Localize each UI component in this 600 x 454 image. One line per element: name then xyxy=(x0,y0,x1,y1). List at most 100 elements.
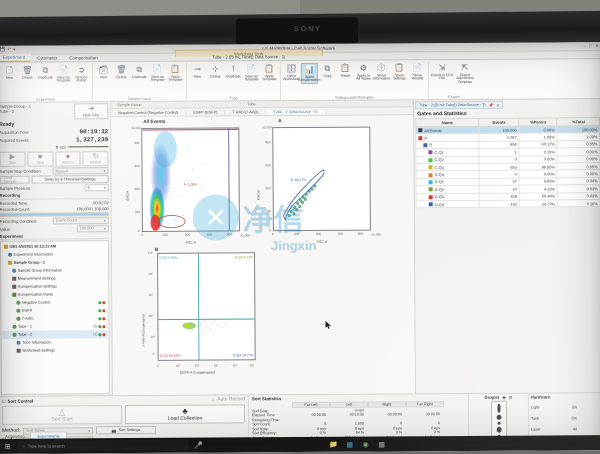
new-experiment-button[interactable]: 🗋 New xyxy=(1,65,18,80)
load-collection-button[interactable]: ♣ Load Collection xyxy=(124,404,246,425)
delete-icon: 🗑 xyxy=(22,65,33,75)
stop-condition-select[interactable]: Manual ▾ xyxy=(52,167,109,175)
event-rate-row: 0 eps xyxy=(0,144,109,150)
save-experiment-template-button[interactable]: 📄 Save as Template xyxy=(55,64,72,83)
window-controls[interactable]: – □ ✕ xyxy=(584,43,599,49)
current-tube: Tube - 2 xyxy=(0,109,31,114)
chevron-down-icon[interactable]: ▾ xyxy=(13,46,16,52)
calculator-icon[interactable]: ▦ xyxy=(378,440,386,449)
plot-a[interactable]: A xyxy=(254,118,381,245)
tab-negative-control[interactable]: Negative Control (Negative Control) xyxy=(111,110,187,115)
tree-item-label: Sample Group Information xyxy=(17,268,63,273)
col-sample-group: Sample Group xyxy=(111,102,242,108)
recording-condition-row: Recording Condition: Event Count ▾ xyxy=(0,216,109,225)
play-icon: ▶ xyxy=(9,153,16,161)
new-tube-button[interactable]: ⊸ New xyxy=(189,64,206,79)
send-to-public-button[interactable]: ➲ Send to Public xyxy=(73,64,90,83)
delete-tube-button[interactable]: ⊹ Delete xyxy=(207,63,224,78)
tab-cytometer[interactable]: Cytometer xyxy=(37,55,58,61)
camera-icon[interactable]: ◉ xyxy=(502,394,506,400)
open-worksheet-icon: 🗄 xyxy=(286,63,297,73)
load-sample-button[interactable]: Load Sample xyxy=(0,175,30,184)
plot-b[interactable]: B xyxy=(139,246,266,375)
pin-icon[interactable]: 📌 xyxy=(488,103,494,108)
start-button[interactable]: ▶ Start xyxy=(0,151,26,167)
windows-start-icon[interactable]: ⊞ xyxy=(4,443,11,451)
gate-color-swatch xyxy=(428,180,433,185)
record-icon: ● xyxy=(65,153,70,161)
sort-settings-button[interactable]: 📷 Sort Settings xyxy=(96,425,157,435)
table-row[interactable]: D-Q4 162 24.77% 0.16% xyxy=(416,199,600,209)
recording-value-input[interactable]: 100,000 ▾ xyxy=(76,224,109,232)
duplicate-sample-group-button[interactable]: ⧉ Duplicate xyxy=(131,64,148,79)
export-adjustment-button[interactable]: ⇱ Export Adjustment Template xyxy=(454,62,476,85)
tab-tube-1-data-source-1[interactable]: Tube - 1 (Data Source - 1) xyxy=(266,109,326,114)
tree-item-label: EGFP xyxy=(21,308,33,313)
microphone-icon[interactable]: 🎤 xyxy=(194,442,204,450)
minimize-button[interactable]: – xyxy=(583,43,587,49)
sort-start-button[interactable]: △ Sort Start xyxy=(1,405,123,425)
quadrant-name: D-Q1 xyxy=(159,255,168,260)
plot-all-events[interactable]: All Events xyxy=(123,118,250,245)
detector-threshold-settings-button[interactable]: Detector & Threshold Settings xyxy=(31,175,109,184)
tab-compensation[interactable]: Compensation xyxy=(69,55,98,61)
settings-icon: 📋 xyxy=(394,62,405,72)
undo-icon[interactable]: ↶ xyxy=(7,46,12,52)
new-sample-group-button[interactable]: 🗃 New xyxy=(95,64,112,79)
tree-item-worksheet-settings[interactable]: Worksheet Settings xyxy=(3,346,108,355)
show-results-button[interactable]: 📄 Show Results xyxy=(409,62,426,81)
copy-button[interactable]: ⧉ Copy xyxy=(319,63,336,78)
droplet-title: Droplet xyxy=(484,394,500,400)
next-tube-button[interactable]: ⇥ Next Tube xyxy=(74,103,109,120)
apply-sample-group-template-button[interactable]: 📋 Apply Template xyxy=(167,64,184,83)
duplicate-experiment-button[interactable]: ⧉ Duplicate xyxy=(37,65,54,80)
close-icon[interactable]: ✕ xyxy=(496,103,500,108)
gates-statistics-table[interactable]: Name Events %Parent %Total All Events 100… xyxy=(415,117,600,209)
statistics-window-tab[interactable]: Tube - 2 ([5 mL Tube]) Data Source - 1) … xyxy=(415,100,504,110)
show-settings-button[interactable]: 📋 Show Settings xyxy=(391,62,408,81)
ribbon-item-label: Duplicate xyxy=(132,74,147,79)
sort-stats-corner xyxy=(252,402,292,408)
taskbar-apps[interactable]: 📁 ▦ ◉ ▦ xyxy=(329,439,386,448)
tab-7aad[interactable]: 7-AAD (7-AAD) xyxy=(225,109,267,114)
export-fcs-button[interactable]: ⇲ Export to FCS File xyxy=(431,62,453,81)
apply-tube-template-button[interactable]: 📋 Apply Template xyxy=(261,63,278,82)
acquisition-buttons[interactable]: ▶ Start ■ Stop ● Record ↻ Restart xyxy=(0,151,109,167)
experiment-tree[interactable]: GB1 4/9/2021 10:13:11 AM Experiment Infor… xyxy=(0,240,110,395)
apply-compensation-button[interactable]: 📊 Apply Compensation xyxy=(298,62,321,84)
store-icon[interactable]: ▦ xyxy=(346,441,354,449)
recording-condition-select[interactable]: Event Count ▾ xyxy=(52,216,109,225)
windows-taskbar[interactable]: ⊞ ○ Type here to search 🎤 📁 ▦ ◉ ▦ xyxy=(0,435,600,454)
sort-control-checkbox[interactable]: ☐ xyxy=(1,398,6,404)
apply-to-all-tubes-button[interactable]: ⚙ Apply to All Tubes xyxy=(355,63,372,82)
gear-icon[interactable]: ⚙ xyxy=(508,394,513,400)
record-button[interactable]: ● Record xyxy=(54,151,81,167)
quick-access-toolbar[interactable]: 💾 ↶ ▾ xyxy=(0,47,15,53)
sample-pressure-select[interactable]: 5 ▾ xyxy=(84,184,109,192)
auto-record-checkbox[interactable]: ☑ xyxy=(211,397,216,403)
ribbon-group-sample-group: 🗃 New 🗑 Delete ⧉ Duplicate 📄 Save as Tem… xyxy=(92,62,188,102)
show-information-button[interactable]: ⓘ Show Information xyxy=(373,62,391,81)
apply-template-icon: 📋 xyxy=(264,63,275,73)
file-explorer-icon[interactable]: 📁 xyxy=(329,441,339,449)
save-icon[interactable]: 💾 xyxy=(0,46,6,52)
plot-canvas[interactable]: All Events xyxy=(111,115,415,396)
browser-icon[interactable]: ◉ xyxy=(362,441,369,449)
save-tube-template-button[interactable]: 📄 Save as Template xyxy=(243,63,260,82)
recording-value-row: Value: 100,000 ▾ xyxy=(0,224,109,233)
delete-experiment-button[interactable]: 🗑 Delete xyxy=(19,65,36,80)
tab-experiment[interactable]: Experiment xyxy=(0,53,32,62)
paste-button[interactable]: 📋 Paste xyxy=(337,63,354,78)
stop-button[interactable]: ■ Stop xyxy=(27,151,53,167)
restart-button[interactable]: ↻ Restart xyxy=(82,151,109,167)
save-sample-group-template-button[interactable]: 📄 Save as Template xyxy=(149,64,166,83)
maximize-button[interactable]: □ xyxy=(589,43,593,49)
ribbon-toolbar[interactable]: 🗋 New 🗑 Delete ⧉ Duplicate 📄 Save as Tem… xyxy=(0,59,600,103)
tab-egfp[interactable]: EGFP (EGFP) xyxy=(186,109,226,115)
worksheet-area: Sample Group Tube Negative Control (Nega… xyxy=(111,100,415,396)
delete-sample-group-button[interactable]: 🗑 Delete xyxy=(113,64,130,79)
start-label: Start xyxy=(8,160,17,166)
hardware-rows: Light On Tank OK Laser 40 xyxy=(531,401,600,434)
duplicate-tube-button[interactable]: ⊺ Duplicate xyxy=(225,63,242,78)
close-button[interactable]: ✕ xyxy=(594,43,599,49)
